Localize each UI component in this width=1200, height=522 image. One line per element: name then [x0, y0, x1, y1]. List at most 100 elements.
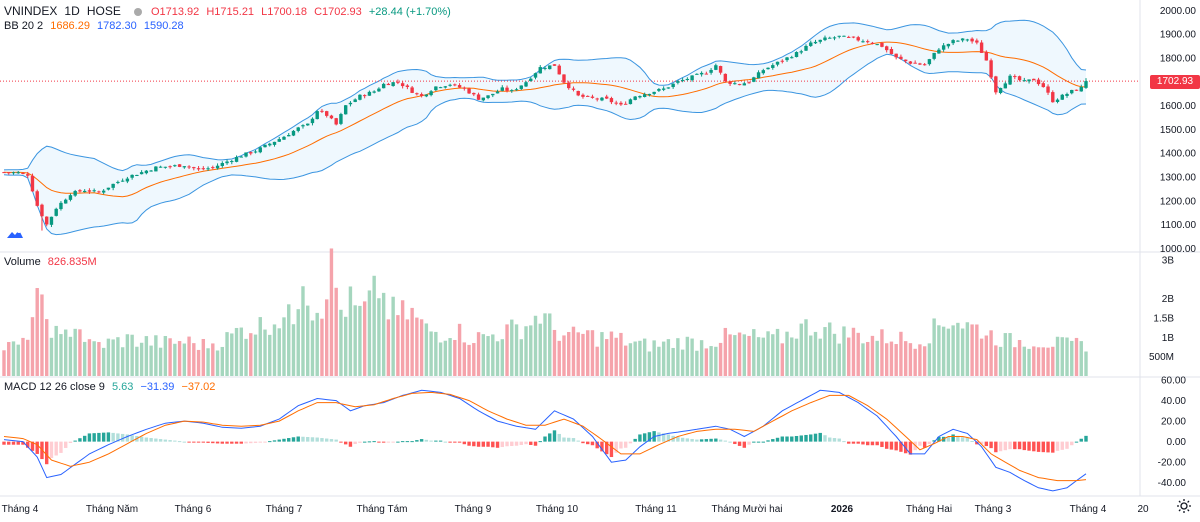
macd-histogram-bar — [524, 441, 528, 445]
symbol-label[interactable]: VNINDEX — [4, 4, 58, 18]
bb-basis-line — [3, 41, 1087, 198]
volume-bar — [310, 320, 315, 376]
volume-bar — [657, 346, 661, 376]
macd-histogram-bar — [453, 441, 457, 443]
macd-histogram-bar — [837, 438, 841, 442]
candle-body — [946, 43, 951, 47]
gear-icon[interactable] — [1176, 498, 1192, 514]
volume-bar — [21, 337, 25, 376]
macd-histogram-bar — [49, 441, 54, 459]
candle-body — [16, 172, 20, 174]
volume-bar — [158, 347, 163, 376]
candle-body — [676, 81, 680, 83]
volume-bar — [234, 327, 239, 376]
candle-body — [695, 73, 699, 75]
macd-histogram-bar — [415, 440, 419, 442]
volume-bar — [391, 296, 395, 376]
volume-bar — [125, 334, 130, 376]
candle-body — [211, 167, 215, 169]
candle-body — [130, 174, 134, 178]
volume-bar — [828, 322, 832, 376]
macd-histogram-bar — [661, 433, 666, 442]
macd-histogram-bar — [609, 441, 614, 458]
candle-body — [206, 168, 210, 170]
interval-label[interactable]: 1D — [64, 4, 80, 18]
volume-bar — [457, 323, 462, 376]
macd-histogram-bar — [68, 441, 73, 443]
volume-bar — [680, 349, 685, 376]
macd-histogram-bar — [177, 441, 182, 443]
candle-body — [472, 92, 476, 95]
macd-histogram-bar — [149, 438, 153, 442]
candle-body — [623, 103, 628, 105]
volume-bar — [742, 334, 747, 376]
macd-histogram-bar — [310, 437, 315, 442]
candle-body — [443, 86, 448, 88]
macd-histogram-bar — [1065, 441, 1069, 449]
tradingview-logo-icon[interactable] — [6, 228, 24, 240]
candle-body — [913, 62, 917, 64]
macd-legend[interactable]: MACD 12 26 close 9 5.63 −31.39 −37.02 — [4, 381, 219, 393]
candle-body — [1032, 78, 1036, 81]
macd-histogram-bar — [699, 439, 704, 442]
macd-histogram-bar — [680, 437, 685, 442]
volume-legend[interactable]: Volume 826.835M — [4, 256, 101, 268]
macd-histogram-bar — [1027, 441, 1031, 451]
volume-bar — [476, 332, 481, 376]
volume-bar — [106, 338, 111, 376]
volume-bar — [642, 338, 647, 376]
macd-histogram-bar — [377, 441, 381, 443]
volume-bar — [932, 318, 936, 376]
candle-body — [476, 94, 481, 100]
candle-body — [177, 164, 182, 167]
candle-body — [866, 41, 870, 43]
volume-bar — [794, 338, 799, 376]
candle-body — [438, 87, 443, 89]
volume-bar — [173, 343, 177, 376]
candle-body — [7, 172, 11, 174]
volume-bar — [277, 328, 281, 376]
volume-bar — [144, 336, 149, 376]
bb-legend[interactable]: BB 20 2 1686.29 1782.30 1590.28 — [4, 20, 188, 32]
candle-body — [709, 69, 713, 73]
macd-histogram-bar — [704, 439, 709, 442]
candle-body — [101, 190, 106, 193]
volume-bar — [652, 340, 656, 376]
macd-histogram-bar — [809, 434, 813, 442]
volume-bar — [908, 343, 913, 376]
volume-axis-label: 500M — [1149, 352, 1174, 363]
macd-histogram-bar — [638, 434, 642, 442]
macd-histogram-bar — [26, 441, 30, 448]
macd-histogram-bar — [358, 441, 362, 443]
candle-body — [405, 85, 410, 87]
macd-histogram-bar — [657, 432, 661, 442]
price-axis-label: 1600.00 — [1160, 101, 1197, 112]
time-axis-label: Tháng 11 — [635, 504, 677, 515]
macd-histogram-bar — [709, 438, 713, 442]
macd-histogram-bar — [856, 441, 860, 444]
macd-histogram-bar — [595, 441, 599, 449]
candle-body — [310, 118, 315, 124]
volume-bar — [880, 329, 884, 376]
candle-body — [998, 87, 1003, 94]
macd-histogram-bar — [486, 441, 490, 447]
candle-body — [1041, 83, 1045, 88]
volume-axis-label: 1B — [1162, 333, 1175, 344]
candle-body — [699, 72, 704, 75]
candle-body — [884, 46, 889, 51]
volume-bar — [258, 317, 262, 376]
macd-histogram-bar — [552, 430, 557, 442]
candle-body — [453, 84, 457, 86]
volume-bar — [1013, 347, 1017, 376]
macd-axis-label: 60.00 — [1161, 376, 1186, 387]
candle-body — [45, 216, 49, 225]
volume-bar — [780, 343, 784, 376]
candle-body — [567, 82, 571, 89]
volume-bar — [54, 325, 58, 376]
candle-body — [59, 202, 63, 210]
candle-body — [111, 183, 115, 188]
macd-signal-value: −37.02 — [181, 381, 216, 393]
volume-bar — [244, 338, 248, 376]
